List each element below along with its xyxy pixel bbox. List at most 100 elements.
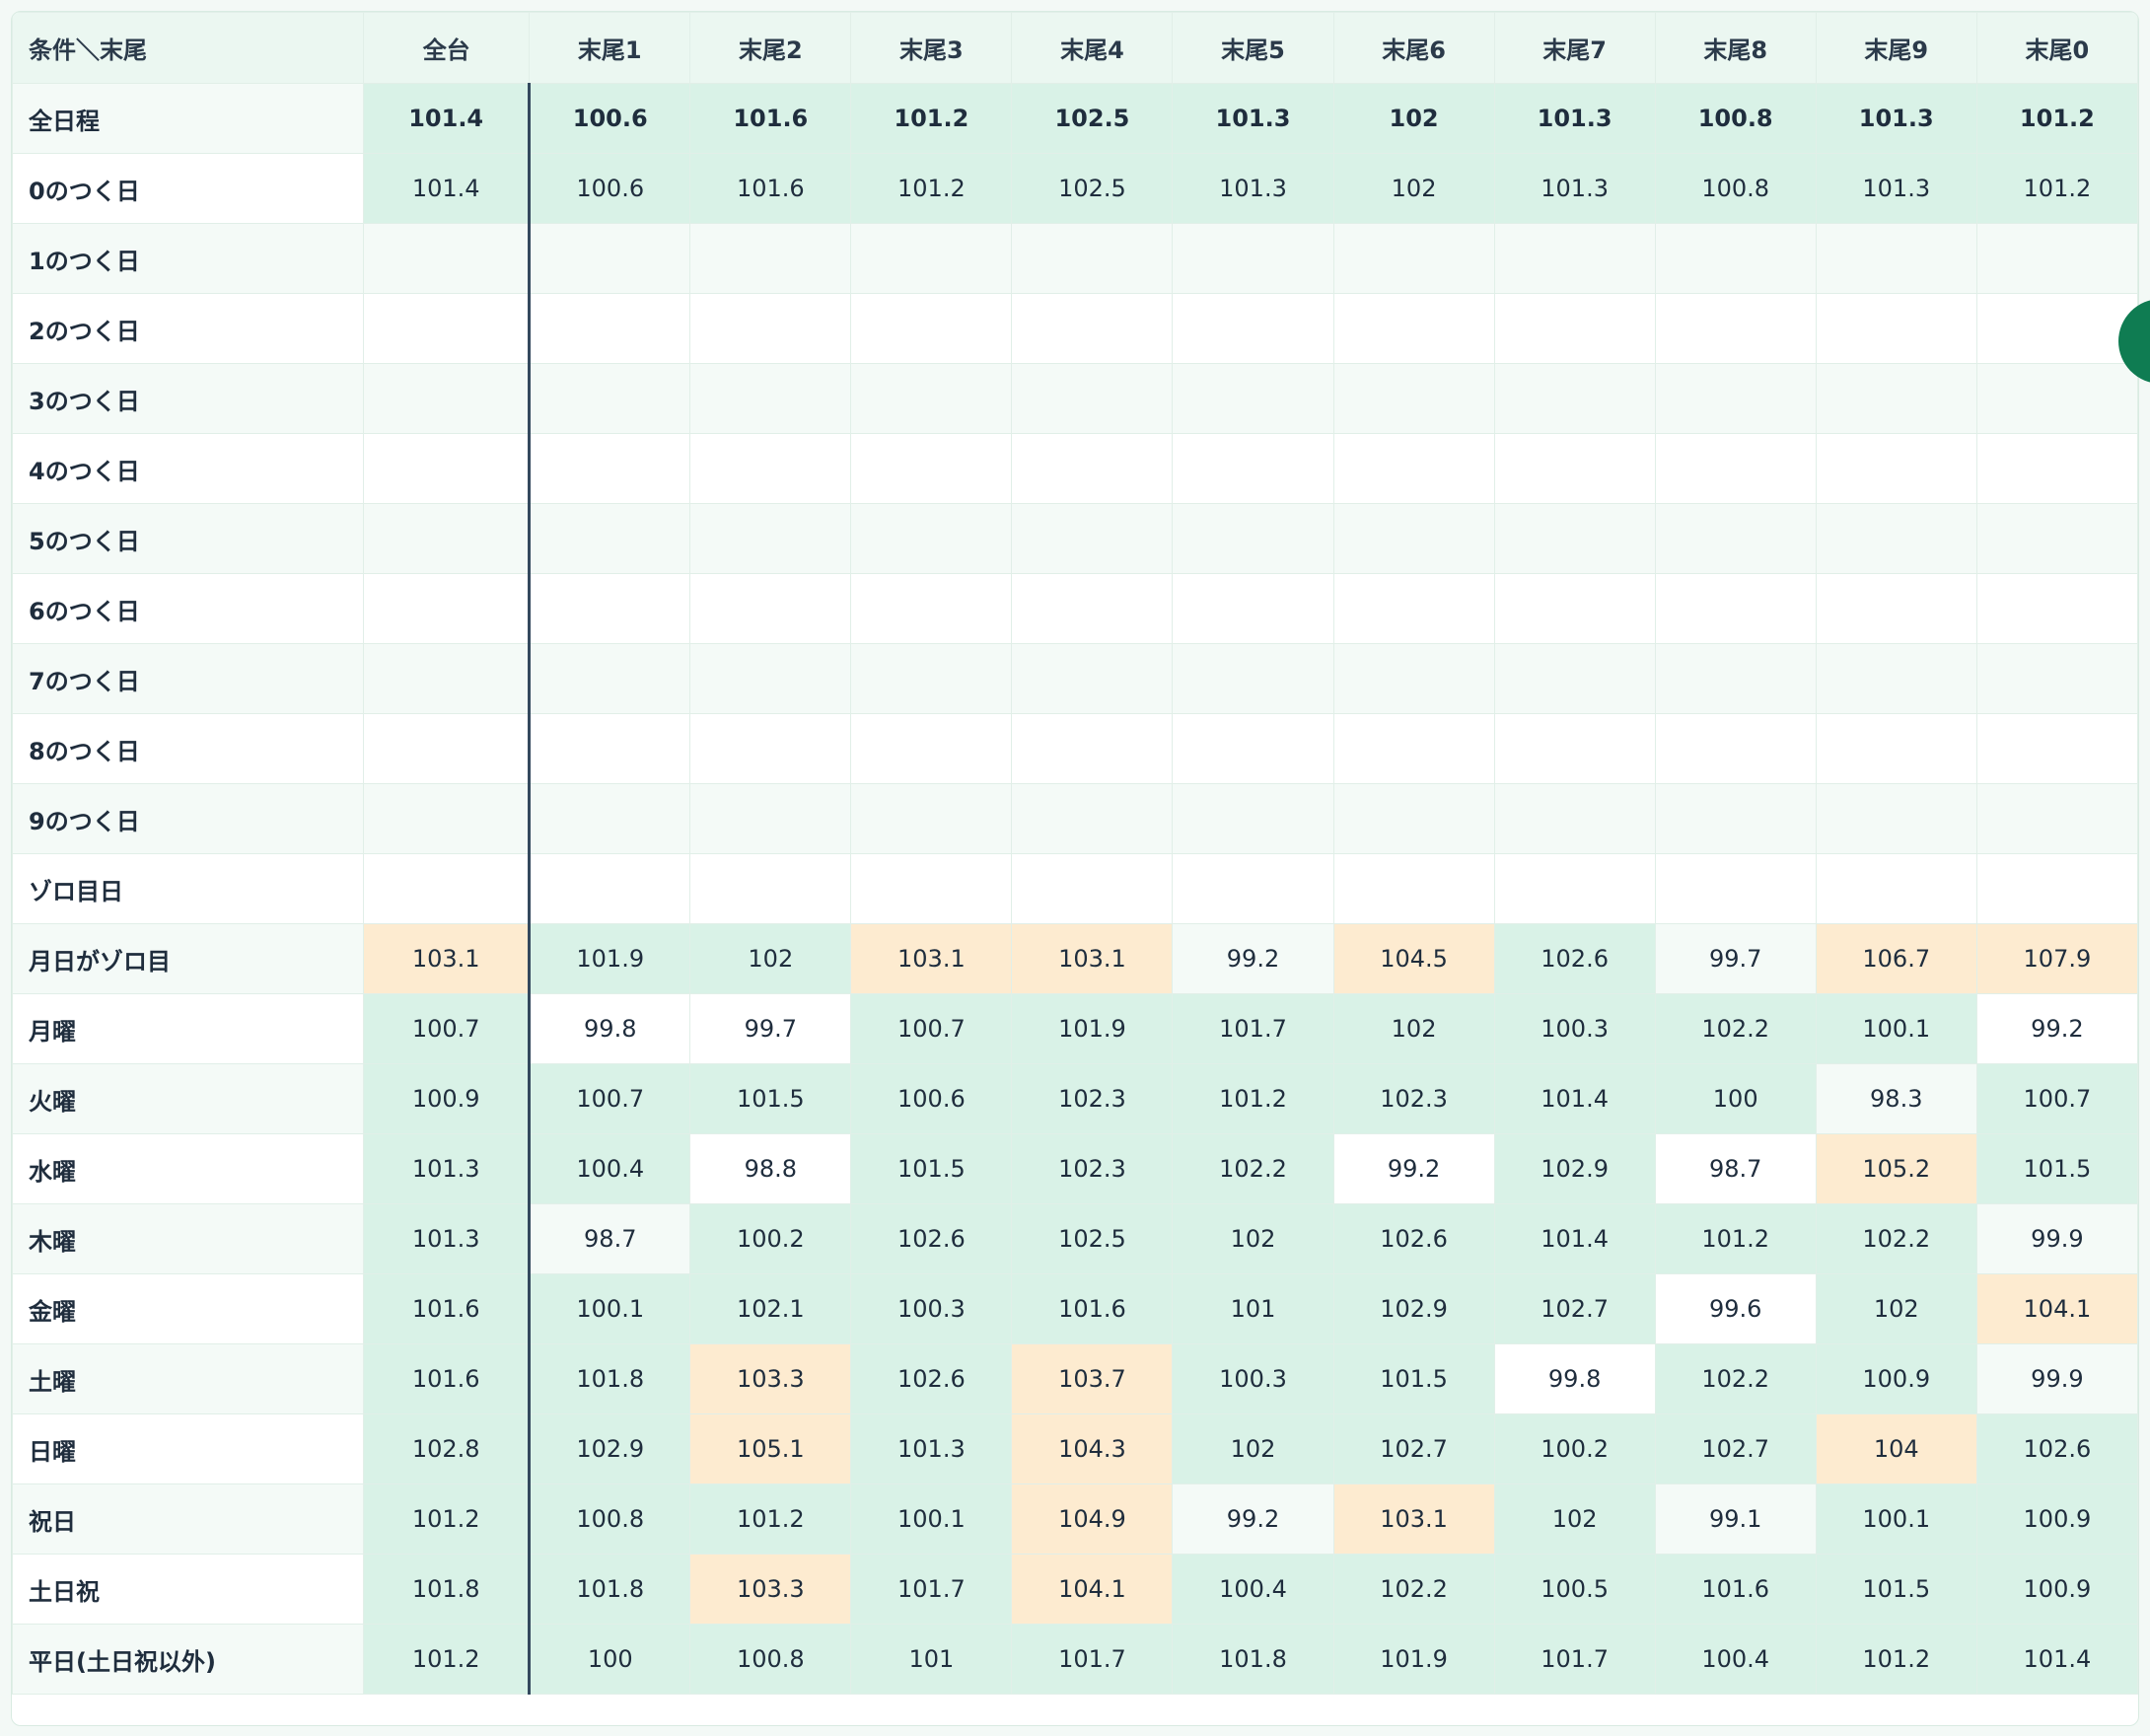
table-cell: 104.9 [1011, 1483, 1174, 1555]
table-cell: 104.5 [1332, 923, 1495, 994]
table-cell [689, 573, 852, 644]
table-cell [1815, 433, 1977, 504]
table-cell [1172, 643, 1334, 714]
table-cell [363, 223, 532, 294]
table-cell [529, 363, 691, 434]
table-cell: 102.6 [1493, 923, 1656, 994]
row-label: 2のつく日 [12, 293, 365, 364]
table-cell [1493, 293, 1656, 364]
table-cell: 100 [529, 1624, 691, 1695]
table-cell [689, 433, 852, 504]
row-label: 土日祝 [12, 1554, 365, 1625]
table-cell: 102.3 [1011, 1133, 1174, 1204]
table-cell: 99.8 [1493, 1343, 1656, 1414]
table-cell: 100.2 [1493, 1413, 1656, 1484]
table-cell [1975, 293, 2138, 364]
table-cell [1815, 643, 1977, 714]
table-cell: 101.2 [363, 1483, 532, 1555]
table-cell: 100.2 [689, 1203, 852, 1274]
table-cell: 99.9 [1975, 1343, 2138, 1414]
table-cell [1011, 433, 1174, 504]
table-cell: 99.2 [1172, 923, 1334, 994]
table-cell: 99.6 [1654, 1273, 1817, 1344]
table-cell: 101.7 [1172, 993, 1334, 1064]
table-cell: 102.5 [1011, 153, 1174, 224]
table-cell: 104.1 [1011, 1554, 1174, 1625]
table-cell: 101.3 [1493, 83, 1656, 154]
table-cell: 102 [689, 923, 852, 994]
table-cell: 106.7 [1815, 923, 1977, 994]
table-cell [529, 293, 691, 364]
table-cell [1011, 223, 1174, 294]
table-cell [1654, 223, 1817, 294]
table-cell: 103.1 [850, 923, 1013, 994]
table-cell: 103.1 [1332, 1483, 1495, 1555]
table-cell: 101.8 [529, 1343, 691, 1414]
table-row: ゾロ目日 [12, 853, 2138, 924]
column-header: 末尾2 [689, 12, 852, 84]
table-cell: 101.2 [363, 1624, 532, 1695]
table-cell: 98.8 [689, 1133, 852, 1204]
table-cell: 98.7 [529, 1203, 691, 1274]
table-cell: 100.5 [1493, 1554, 1656, 1625]
table-row: 月日がゾロ目 103.1 101.9 102 103.1 103.1 99.2 104.5 10… [12, 923, 2138, 994]
table-cell [1172, 503, 1334, 574]
table-cell: 104.1 [1975, 1273, 2138, 1344]
table-cell: 100.7 [363, 993, 532, 1064]
table-cell [363, 643, 532, 714]
table-cell: 100.9 [363, 1063, 532, 1134]
table-cell: 101.5 [1815, 1554, 1977, 1625]
table-cell: 102.9 [529, 1413, 691, 1484]
table-cell [689, 783, 852, 854]
table-cell: 102.6 [1975, 1413, 2138, 1484]
table-cell: 99.2 [1172, 1483, 1334, 1555]
table-cell: 99.1 [1654, 1483, 1817, 1555]
table-cell: 101.5 [689, 1063, 852, 1134]
table-cell: 99.2 [1332, 1133, 1495, 1204]
table-cell [529, 223, 691, 294]
column-header: 末尾6 [1332, 12, 1495, 84]
table-cell: 102.2 [1654, 1343, 1817, 1414]
table-cell [1332, 573, 1495, 644]
table-cell: 103.1 [363, 923, 532, 994]
row-label: 火曜 [12, 1063, 365, 1134]
table-cell: 102.2 [1172, 1133, 1334, 1204]
table-cell [689, 853, 852, 924]
table-cell: 105.1 [689, 1413, 852, 1484]
table-cell: 101.6 [1654, 1554, 1817, 1625]
table-cell [1332, 363, 1495, 434]
table-cell [1493, 503, 1656, 574]
table-cell [529, 433, 691, 504]
table-cell: 99.7 [1654, 923, 1817, 994]
table-cell [1493, 713, 1656, 784]
table-cell: 101.3 [363, 1133, 532, 1204]
table-cell [1654, 643, 1817, 714]
table-cell [850, 643, 1013, 714]
table-cell: 101.2 [1975, 83, 2138, 154]
table-cell [1654, 853, 1817, 924]
table-cell: 101.4 [363, 153, 532, 224]
table-cell: 100.9 [1815, 1343, 1977, 1414]
table-cell: 101.8 [529, 1554, 691, 1625]
row-label: 1のつく日 [12, 223, 365, 294]
table-cell: 101.3 [1172, 83, 1334, 154]
table-cell: 101.6 [1011, 1273, 1174, 1344]
table-row: 土日祝 101.8 101.8 103.3 101.7 104.1 100.4 102.2 10… [12, 1554, 2138, 1625]
row-label: 月日がゾロ目 [12, 923, 365, 994]
table-cell: 102.7 [1332, 1413, 1495, 1484]
table-cell: 102 [1172, 1413, 1334, 1484]
table-cell [1975, 853, 2138, 924]
data-table-container: 条件＼末尾 全台 末尾1 末尾2 末尾3 末尾4 末尾5 末尾6 末尾7 末尾8 末尾9 末尾0 全… [11, 11, 2139, 1726]
table-row: 祝日 101.2 100.8 101.2 100.1 104.9 99.2 103.1 102 9… [12, 1483, 2138, 1555]
table-cell: 101.6 [363, 1343, 532, 1414]
table-cell [1172, 223, 1334, 294]
row-label: 7のつく日 [12, 643, 365, 714]
table-cell: 102.5 [1011, 1203, 1174, 1274]
table-cell [850, 433, 1013, 504]
table-cell [1975, 713, 2138, 784]
table-cell: 101.9 [1332, 1624, 1495, 1695]
table-cell [1493, 783, 1656, 854]
table-cell: 100.1 [1815, 993, 1977, 1064]
table-cell: 101.4 [1975, 1624, 2138, 1695]
table-row: 平日(土日祝以外) 101.2 100 100.8 101 101.7 101.8 101.9… [12, 1624, 2138, 1695]
